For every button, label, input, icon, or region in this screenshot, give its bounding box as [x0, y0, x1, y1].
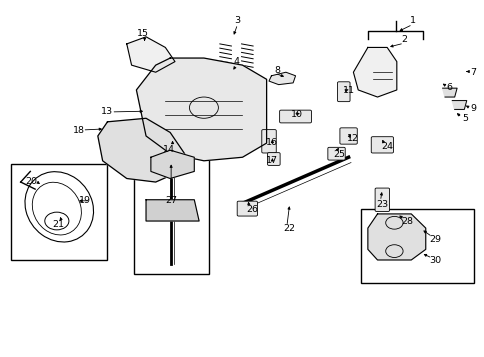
Text: 11: 11: [342, 86, 354, 95]
Polygon shape: [136, 58, 266, 161]
Text: 20: 20: [25, 177, 37, 186]
FancyBboxPatch shape: [327, 147, 345, 160]
Polygon shape: [269, 72, 295, 85]
Polygon shape: [98, 118, 184, 182]
Text: 1: 1: [409, 16, 415, 25]
Polygon shape: [442, 88, 456, 97]
Text: 17: 17: [266, 156, 278, 165]
FancyBboxPatch shape: [339, 128, 357, 144]
Text: 6: 6: [446, 82, 452, 92]
FancyBboxPatch shape: [360, 208, 473, 283]
Text: 30: 30: [428, 256, 440, 265]
Text: 27: 27: [165, 196, 177, 205]
Text: 2: 2: [400, 35, 406, 44]
FancyBboxPatch shape: [374, 188, 389, 211]
Text: 21: 21: [52, 220, 64, 229]
Text: 22: 22: [283, 224, 295, 233]
Text: 4: 4: [233, 57, 239, 66]
Text: 7: 7: [469, 68, 475, 77]
Text: 13: 13: [100, 107, 112, 116]
Text: 24: 24: [380, 142, 393, 151]
Text: 10: 10: [290, 110, 302, 119]
Text: 29: 29: [428, 235, 440, 244]
Text: 23: 23: [376, 200, 388, 208]
Text: 28: 28: [401, 217, 412, 226]
Polygon shape: [126, 37, 175, 72]
Text: 12: 12: [346, 134, 358, 143]
FancyBboxPatch shape: [279, 110, 311, 123]
FancyBboxPatch shape: [134, 150, 208, 274]
Text: 5: 5: [461, 114, 468, 123]
Polygon shape: [146, 200, 199, 221]
Text: 16: 16: [266, 137, 278, 146]
FancyBboxPatch shape: [261, 130, 276, 153]
Text: 15: 15: [136, 30, 149, 39]
Text: 18: 18: [73, 126, 84, 135]
Text: 19: 19: [79, 196, 91, 205]
Text: 25: 25: [332, 150, 344, 159]
FancyBboxPatch shape: [337, 82, 349, 102]
Polygon shape: [353, 47, 396, 97]
Polygon shape: [151, 150, 194, 178]
Text: 3: 3: [234, 16, 240, 25]
Text: 9: 9: [469, 104, 475, 113]
Text: 8: 8: [274, 66, 280, 75]
Text: 26: 26: [246, 205, 257, 214]
Text: 14: 14: [163, 145, 175, 154]
FancyBboxPatch shape: [11, 164, 107, 260]
FancyBboxPatch shape: [370, 137, 393, 153]
Polygon shape: [452, 101, 466, 110]
FancyBboxPatch shape: [267, 153, 280, 165]
Polygon shape: [367, 214, 425, 260]
FancyBboxPatch shape: [237, 201, 257, 216]
